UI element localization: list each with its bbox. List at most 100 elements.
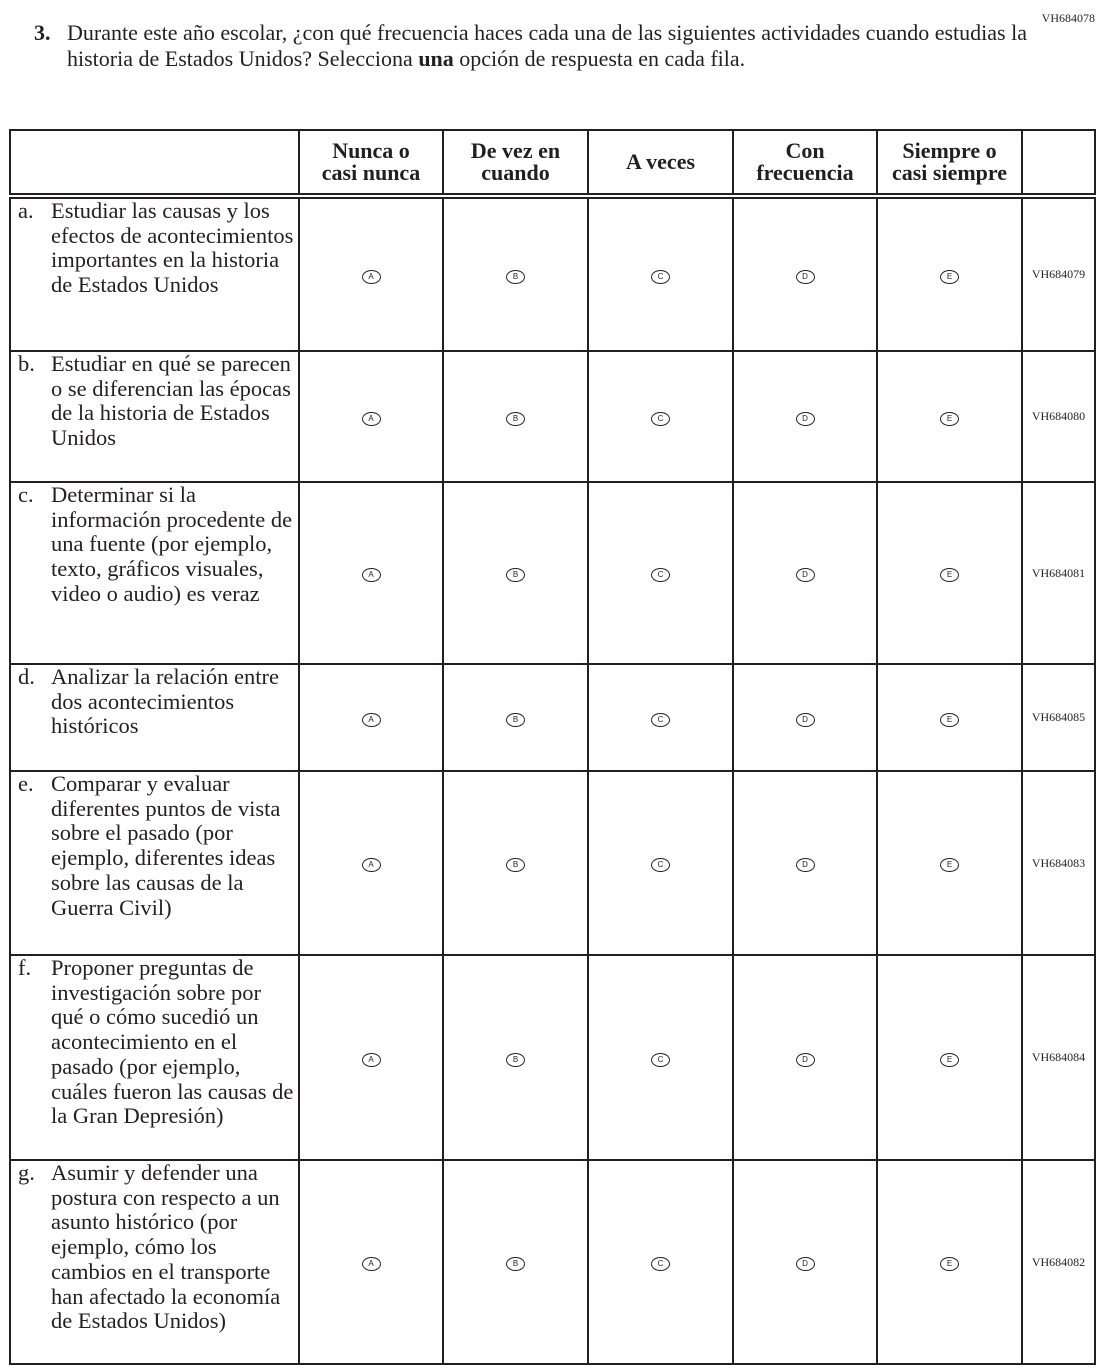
table-row: e. Comparar y evaluar diferentes puntos d… [9,770,1096,956]
table-row: c. Determinar si la información procedent… [9,481,1096,665]
row-statement: d. Analizar la relación entre dos acontec… [9,663,300,772]
answer-bubble-a[interactable]: A [361,269,381,284]
answer-bubble-d[interactable]: D [795,1052,815,1067]
option-cell: E [876,195,1023,352]
row-code: VH684085 [1021,663,1096,772]
row-text: Comparar y evaluar diferentes puntos de … [51,771,281,920]
answer-bubble-b[interactable]: B [506,858,525,872]
option-cell: D [732,663,878,772]
option-cell: A [298,350,444,483]
option-cell: A [298,195,444,352]
answer-bubble-a[interactable]: A [361,1257,381,1271]
answer-bubble-b[interactable]: B [506,712,525,727]
header-blank [9,129,300,199]
option-cell: A [298,954,444,1161]
answer-bubble-a[interactable]: A [361,1052,381,1067]
option-cell: A [298,663,444,772]
row-letter: g. [18,1160,35,1185]
row-code: VH684083 [1021,770,1096,956]
answer-bubble-b[interactable]: B [506,269,525,284]
answer-bubble-c[interactable]: C [651,568,670,582]
row-text: Estudiar en qué se parecen o se diferenc… [51,351,291,451]
column-header: Nunca o casi nunca [298,129,444,199]
row-text: Determinar si la información procedente … [51,482,293,606]
answer-bubble-d[interactable]: D [795,1257,815,1271]
column-header: Siempre o casi siempre [876,129,1023,199]
answer-bubble-d[interactable]: D [795,712,815,727]
option-cell: D [732,770,878,956]
row-text: Estudiar las causas y los efectos de aco… [51,198,294,298]
row-statement: g. Asumir y defender una postura con resp… [9,1159,300,1365]
question-text-part: opción de respuesta en cada fila. [453,46,746,71]
option-cell: D [732,350,878,483]
option-cell: B [442,770,589,956]
option-cell: C [587,195,734,352]
answer-bubble-d[interactable]: D [795,568,815,582]
option-cell: C [587,954,734,1161]
answer-bubble-b[interactable]: B [506,1257,525,1271]
row-statement: a. Estudiar las causas y los efectos de a… [9,195,300,352]
question-prompt: 3. Durante este año escolar, ¿con qué fr… [34,20,1034,72]
row-statement: e. Comparar y evaluar diferentes puntos d… [9,770,300,956]
answer-bubble-b[interactable]: B [506,1052,525,1067]
answer-bubble-d[interactable]: D [795,269,815,284]
answer-bubble-a[interactable]: A [361,411,381,426]
answer-bubble-c[interactable]: C [651,858,670,872]
row-text: Proponer preguntas de investigación sobr… [51,955,294,1129]
header-blank [1021,129,1096,199]
answer-bubble-d[interactable]: D [795,411,815,426]
answer-bubble-e[interactable]: E [940,1257,959,1271]
answer-bubble-b[interactable]: B [506,411,525,426]
table-row: a. Estudiar las causas y los efectos de a… [9,195,1096,352]
answer-bubble-e[interactable]: E [940,1052,959,1067]
answer-bubble-c[interactable]: C [651,712,670,727]
answer-bubble-a[interactable]: A [361,568,381,582]
table-row: g. Asumir y defender una postura con resp… [9,1159,1096,1365]
option-cell: B [442,954,589,1161]
row-letter: d. [18,664,35,689]
row-letter: a. [18,198,34,223]
answer-bubble-b[interactable]: B [506,568,525,582]
row-statement: b. Estudiar en qué se parecen o se difere… [9,350,300,483]
option-cell: E [876,770,1023,956]
answer-bubble-c[interactable]: C [651,411,670,426]
response-grid: Nunca o casi nunca De vez en cuando A ve… [9,129,1096,1365]
option-cell: C [587,481,734,665]
option-cell: E [876,663,1023,772]
row-statement: f. Proponer preguntas de investigación so… [9,954,300,1161]
column-header: Con frecuencia [732,129,878,199]
answer-bubble-a[interactable]: A [361,858,381,872]
table-row: d. Analizar la relación entre dos acontec… [9,663,1096,772]
option-cell: B [442,195,589,352]
question-text-emphasis: una [418,46,454,71]
option-cell: C [587,350,734,483]
row-letter: b. [18,351,35,376]
option-cell: A [298,1159,444,1365]
option-cell: D [732,1159,878,1365]
option-cell: B [442,350,589,483]
question-text: Durante este año escolar, ¿con qué frecu… [67,20,1034,72]
answer-bubble-a[interactable]: A [361,712,381,727]
answer-bubble-e[interactable]: E [940,858,959,872]
table-row: f. Proponer preguntas de investigación so… [9,954,1096,1161]
row-code: VH684084 [1021,954,1096,1161]
option-cell: E [876,481,1023,665]
answer-bubble-e[interactable]: E [940,712,959,727]
option-cell: E [876,1159,1023,1365]
answer-bubble-e[interactable]: E [940,269,959,284]
row-text: Asumir y defender una postura con respec… [51,1160,281,1334]
answer-bubble-e[interactable]: E [940,411,959,426]
answer-bubble-d[interactable]: D [795,858,815,872]
option-cell: B [442,1159,589,1365]
item-code: VH684078 [1041,11,1095,25]
answer-bubble-c[interactable]: C [651,1052,670,1067]
question-number: 3. [34,20,51,45]
row-code: VH684082 [1021,1159,1096,1365]
row-code: VH684080 [1021,350,1096,483]
answer-bubble-e[interactable]: E [940,568,959,582]
answer-bubble-c[interactable]: C [651,269,670,284]
table-row: b. Estudiar en qué se parecen o se difere… [9,350,1096,483]
row-letter: c. [18,482,34,507]
option-cell: E [876,954,1023,1161]
answer-bubble-c[interactable]: C [651,1257,670,1271]
